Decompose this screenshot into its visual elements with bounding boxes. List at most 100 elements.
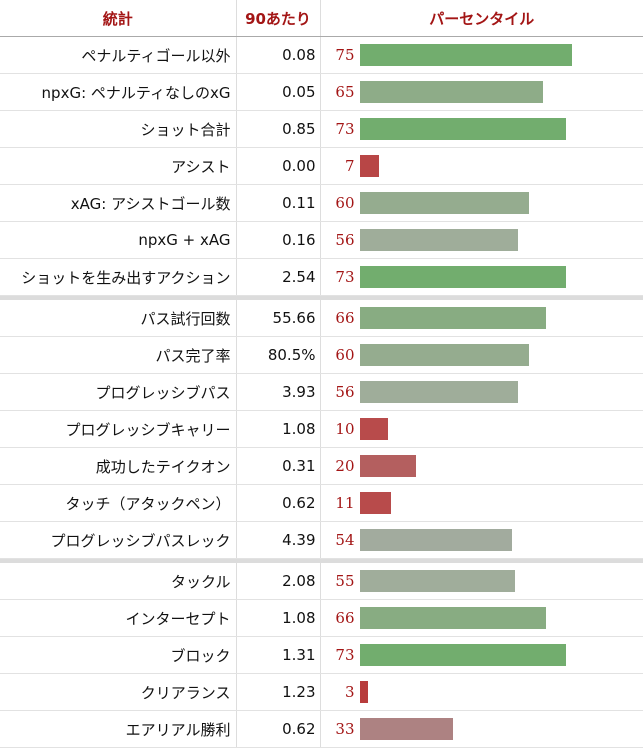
percentile-cell: 55 bbox=[319, 563, 643, 600]
percentile-bar bbox=[359, 718, 453, 740]
per90-value: 0.62 bbox=[235, 484, 320, 522]
percentile-number: 11 bbox=[335, 494, 355, 512]
per90-value: 0.11 bbox=[235, 184, 320, 222]
stat-label: xAG: アシストゴール数 bbox=[0, 184, 236, 222]
header-stat[interactable]: 統計 bbox=[0, 0, 236, 37]
percentile-number: 75 bbox=[335, 46, 355, 64]
stat-label: npxG: ペナルティなしのxG bbox=[0, 73, 236, 111]
percentile-bar bbox=[359, 681, 368, 703]
stat-label: ショット合計 bbox=[0, 110, 236, 148]
per90-value: 0.08 bbox=[235, 36, 320, 74]
percentile-bar bbox=[359, 492, 391, 514]
table-row: アシスト 0.00 7 bbox=[0, 147, 643, 185]
per90-value: 0.05 bbox=[235, 73, 320, 111]
per90-value: 0.16 bbox=[235, 221, 320, 259]
percentile-number: 10 bbox=[335, 420, 355, 438]
percentile-bar bbox=[359, 307, 547, 329]
percentile-number: 66 bbox=[335, 609, 355, 627]
per90-value: 1.23 bbox=[235, 673, 320, 711]
stat-label: タッチ（アタックペン） bbox=[0, 484, 236, 522]
table-row: ブロック 1.31 73 bbox=[0, 636, 643, 674]
percentile-bar bbox=[359, 644, 567, 666]
table-row: 成功したテイクオン 0.31 20 bbox=[0, 447, 643, 485]
table-row: ペナルティゴール以外 0.08 75 bbox=[0, 36, 643, 74]
percentile-cell: 3 bbox=[319, 673, 643, 711]
percentile-bar bbox=[359, 607, 547, 629]
table-row: パス完了率 80.5% 60 bbox=[0, 336, 643, 374]
percentile-number: 65 bbox=[335, 83, 355, 101]
stat-label: タックル bbox=[0, 563, 236, 600]
per90-value: 2.08 bbox=[235, 563, 320, 600]
percentile-bar bbox=[359, 529, 513, 551]
percentile-cell: 20 bbox=[319, 447, 643, 485]
stat-label: プログレッシブパスレック bbox=[0, 521, 236, 559]
percentile-cell: 73 bbox=[319, 636, 643, 674]
percentile-cell: 56 bbox=[319, 373, 643, 411]
percentile-number: 54 bbox=[335, 531, 355, 549]
per90-value: 4.39 bbox=[235, 521, 320, 559]
stat-label: インターセプト bbox=[0, 599, 236, 637]
percentile-number: 73 bbox=[335, 268, 355, 286]
per90-value: 1.08 bbox=[235, 599, 320, 637]
percentile-number: 60 bbox=[335, 346, 355, 364]
header-per90[interactable]: 90あたり bbox=[235, 0, 320, 37]
percentile-cell: 33 bbox=[319, 710, 643, 748]
percentile-number: 20 bbox=[335, 457, 355, 475]
header-percentile[interactable]: パーセンタイル bbox=[319, 0, 643, 37]
percentile-bar bbox=[359, 381, 518, 403]
percentile-cell: 60 bbox=[319, 184, 643, 222]
table-row: プログレッシブパス 3.93 56 bbox=[0, 373, 643, 411]
stat-label: npxG + xAG bbox=[0, 221, 236, 259]
percentile-bar bbox=[359, 570, 516, 592]
per90-value: 55.66 bbox=[235, 300, 320, 337]
percentile-cell: 7 bbox=[319, 147, 643, 185]
per90-value: 0.00 bbox=[235, 147, 320, 185]
percentile-bar bbox=[359, 155, 380, 177]
table-row: クリアランス 1.23 3 bbox=[0, 673, 643, 711]
table-body: ペナルティゴール以外 0.08 75 npxG: ペナルティなしのxG 0.05 65 ショ… bbox=[0, 36, 643, 748]
percentile-cell: 75 bbox=[319, 36, 643, 74]
stat-label: アシスト bbox=[0, 147, 236, 185]
percentile-bar bbox=[359, 192, 530, 214]
percentile-number: 56 bbox=[335, 383, 355, 401]
percentile-bar bbox=[359, 418, 388, 440]
percentile-cell: 66 bbox=[319, 300, 643, 337]
percentile-bar bbox=[359, 455, 417, 477]
stat-label: クリアランス bbox=[0, 673, 236, 711]
stat-label: パス試行回数 bbox=[0, 300, 236, 337]
table-row: ショット合計 0.85 73 bbox=[0, 110, 643, 148]
percentile-cell: 11 bbox=[319, 484, 643, 522]
header-row: 統計 90あたり パーセンタイル bbox=[0, 0, 643, 37]
percentile-number: 66 bbox=[335, 309, 355, 327]
percentile-number: 60 bbox=[335, 194, 355, 212]
table-row: npxG: ペナルティなしのxG 0.05 65 bbox=[0, 73, 643, 111]
percentile-bar bbox=[359, 229, 518, 251]
table-row: パス試行回数 55.66 66 bbox=[0, 300, 643, 337]
percentile-cell: 60 bbox=[319, 336, 643, 374]
per90-value: 80.5% bbox=[235, 336, 320, 374]
group-separator bbox=[0, 558, 643, 563]
percentile-number: 73 bbox=[335, 120, 355, 138]
percentile-number: 56 bbox=[335, 231, 355, 249]
stat-label: パス完了率 bbox=[0, 336, 236, 374]
stat-label: 成功したテイクオン bbox=[0, 447, 236, 485]
per90-value: 1.31 bbox=[235, 636, 320, 674]
per90-value: 1.08 bbox=[235, 410, 320, 448]
percentile-cell: 73 bbox=[319, 258, 643, 296]
percentile-cell: 66 bbox=[319, 599, 643, 637]
table-row: タックル 2.08 55 bbox=[0, 563, 643, 600]
percentile-number: 55 bbox=[335, 572, 355, 590]
per90-value: 0.62 bbox=[235, 710, 320, 748]
per90-value: 0.85 bbox=[235, 110, 320, 148]
stat-label: プログレッシブパス bbox=[0, 373, 236, 411]
stat-label: ブロック bbox=[0, 636, 236, 674]
table-row: インターセプト 1.08 66 bbox=[0, 599, 643, 637]
stat-label: ペナルティゴール以外 bbox=[0, 36, 236, 74]
table-row: タッチ（アタックペン） 0.62 11 bbox=[0, 484, 643, 522]
percentile-cell: 54 bbox=[319, 521, 643, 559]
percentile-cell: 10 bbox=[319, 410, 643, 448]
per90-value: 0.31 bbox=[235, 447, 320, 485]
per90-value: 3.93 bbox=[235, 373, 320, 411]
table-row: プログレッシブパスレック 4.39 54 bbox=[0, 521, 643, 559]
